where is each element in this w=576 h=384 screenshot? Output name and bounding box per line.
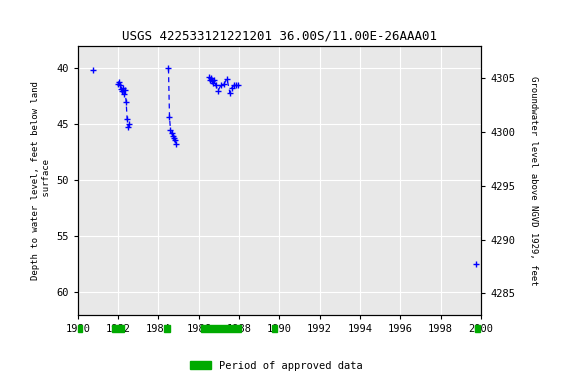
Y-axis label: Depth to water level, feet below land
 surface: Depth to water level, feet below land su…	[31, 81, 51, 280]
Legend: Period of approved data: Period of approved data	[186, 357, 367, 375]
Title: USGS 422533121221201 36.00S/11.00E-26AAA01: USGS 422533121221201 36.00S/11.00E-26AAA…	[122, 29, 437, 42]
Y-axis label: Groundwater level above NGVD 1929, feet: Groundwater level above NGVD 1929, feet	[529, 76, 538, 285]
